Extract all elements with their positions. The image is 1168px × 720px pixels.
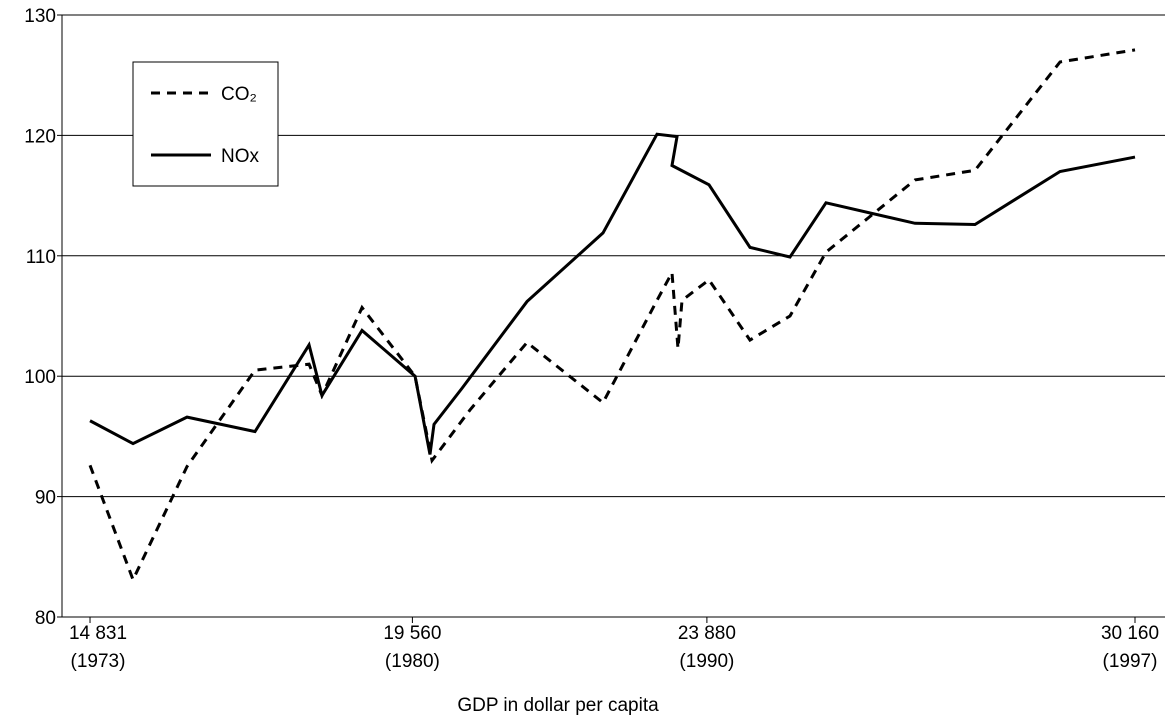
- series-line: [88, 48, 1136, 584]
- y-tick-label: 120: [24, 126, 56, 147]
- y-tick-label: 90: [35, 488, 56, 509]
- legend-label: CO₂: [221, 84, 257, 105]
- x-tick-year: (1973): [71, 651, 126, 672]
- y-tick-label: 100: [24, 367, 56, 388]
- x-tick-year: (1980): [385, 651, 440, 672]
- x-tick-label: 23 880: [678, 623, 736, 644]
- x-tick-label: 14 831: [69, 623, 127, 644]
- x-tick-year: (1997): [1103, 651, 1158, 672]
- legend-label: NOx: [221, 146, 260, 167]
- y-tick-label: 130: [24, 6, 56, 27]
- x-tick-year: (1990): [679, 651, 734, 672]
- x-tick-label: 19 560: [383, 623, 441, 644]
- y-tick-label: 80: [35, 608, 56, 629]
- x-axis-label: GDP in dollar per capita: [457, 695, 659, 716]
- x-tick-label: 30 160: [1101, 623, 1159, 644]
- series-line: [89, 132, 1136, 455]
- y-tick-label: 110: [26, 247, 56, 268]
- legend-box: [132, 61, 279, 187]
